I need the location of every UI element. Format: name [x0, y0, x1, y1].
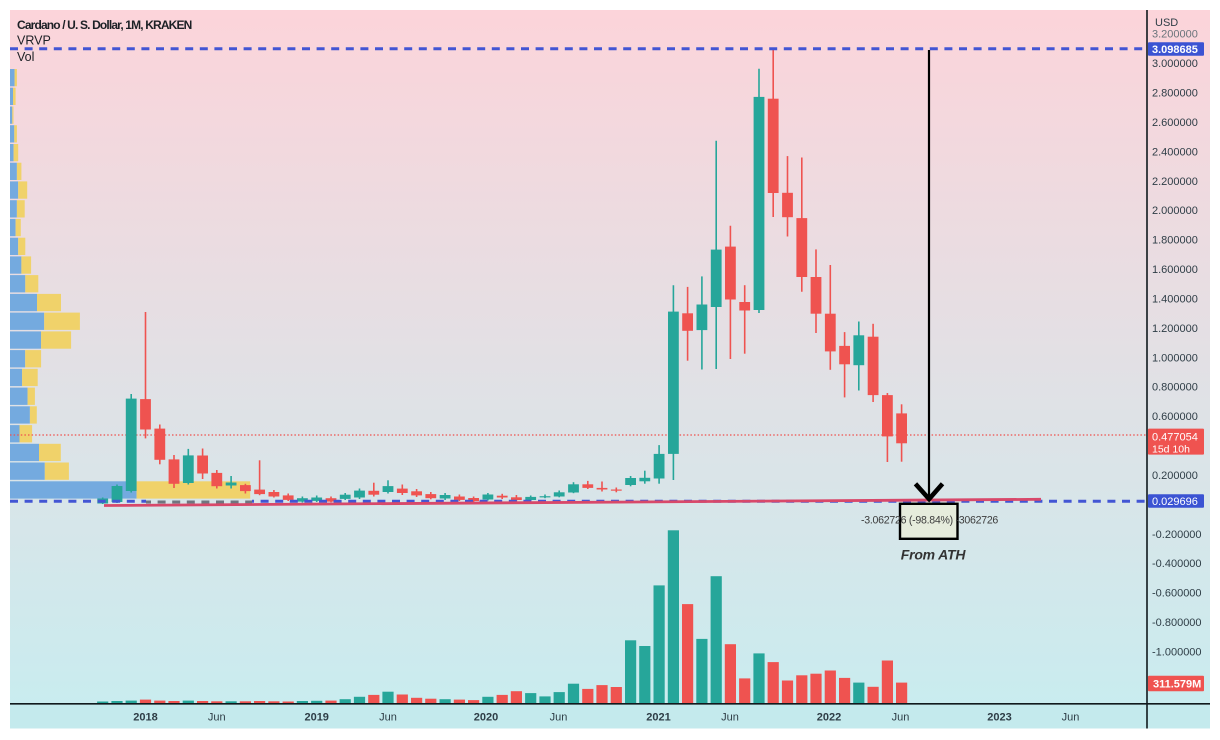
- svg-text:15d 10h: 15d 10h: [1152, 444, 1190, 456]
- svg-text:1.400000: 1.400000: [1152, 294, 1198, 306]
- svg-text:1.600000: 1.600000: [1152, 264, 1198, 276]
- svg-text:2.000000: 2.000000: [1152, 205, 1198, 217]
- svg-text:2018: 2018: [133, 712, 157, 724]
- svg-text:0.600000: 0.600000: [1152, 411, 1198, 423]
- svg-text:Jun: Jun: [208, 712, 226, 724]
- svg-text:-0.800000: -0.800000: [1152, 617, 1202, 629]
- svg-text:1.800000: 1.800000: [1152, 235, 1198, 247]
- svg-text:0.029696: 0.029696: [1152, 496, 1198, 508]
- svg-text:Jun: Jun: [1062, 712, 1080, 724]
- svg-text:USD: USD: [1155, 17, 1178, 29]
- svg-text:2023: 2023: [987, 712, 1011, 724]
- svg-text:2.400000: 2.400000: [1152, 146, 1198, 158]
- svg-text:2019: 2019: [304, 712, 328, 724]
- svg-text:Vol: Vol: [17, 50, 34, 64]
- svg-text:-0.200000: -0.200000: [1152, 529, 1202, 541]
- svg-text:2.600000: 2.600000: [1152, 117, 1198, 129]
- svg-text:Jun: Jun: [550, 712, 568, 724]
- svg-text:From ATH: From ATH: [901, 547, 967, 563]
- svg-text:2022: 2022: [817, 712, 841, 724]
- svg-text:VRVP: VRVP: [17, 34, 51, 48]
- svg-text:1.200000: 1.200000: [1152, 323, 1198, 335]
- svg-text:2.800000: 2.800000: [1152, 88, 1198, 100]
- svg-text:Jun: Jun: [721, 712, 739, 724]
- svg-text:3.098685: 3.098685: [1152, 44, 1198, 56]
- svg-text:0.200000: 0.200000: [1152, 470, 1198, 482]
- svg-text:2.200000: 2.200000: [1152, 176, 1198, 188]
- svg-text:0.800000: 0.800000: [1152, 382, 1198, 394]
- svg-text:Jun: Jun: [379, 712, 397, 724]
- svg-text:3.200000: 3.200000: [1152, 29, 1198, 41]
- svg-text:2021: 2021: [646, 712, 670, 724]
- svg-text:-3.062726 (-98.84%) -3062726: -3.062726 (-98.84%) -3062726: [861, 515, 998, 527]
- svg-text:-0.600000: -0.600000: [1152, 588, 1202, 600]
- svg-text:-1.000000: -1.000000: [1152, 647, 1202, 659]
- svg-text:-0.400000: -0.400000: [1152, 558, 1202, 570]
- svg-text:311.579M: 311.579M: [1153, 679, 1201, 691]
- svg-text:2020: 2020: [474, 712, 498, 724]
- svg-text:3.000000: 3.000000: [1152, 58, 1198, 70]
- svg-text:Jun: Jun: [892, 712, 910, 724]
- svg-text:0.477054: 0.477054: [1152, 432, 1198, 444]
- svg-text:Cardano / U. S. Dollar, 1M, KR: Cardano / U. S. Dollar, 1M, KRAKEN: [17, 18, 192, 32]
- svg-text:1.000000: 1.000000: [1152, 352, 1198, 364]
